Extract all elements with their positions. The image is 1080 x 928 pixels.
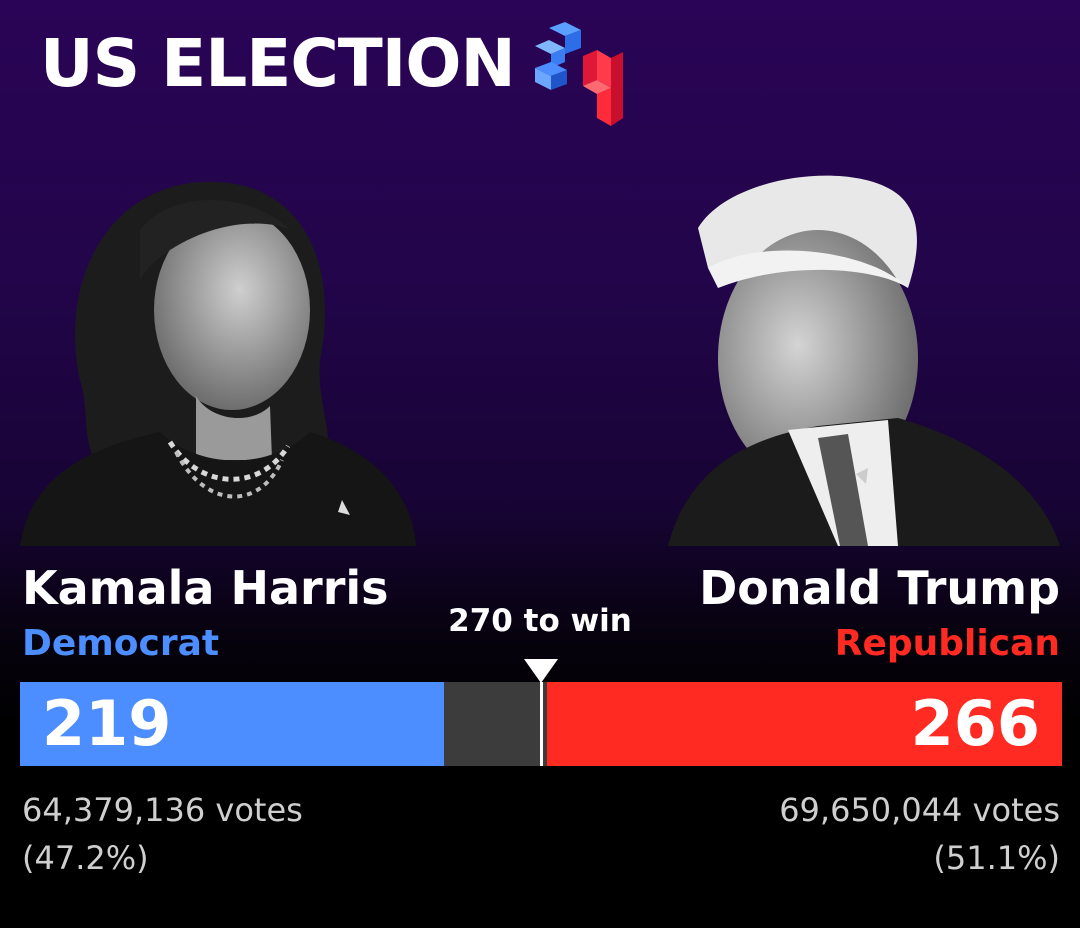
popular-vote-share-trump: (51.1%) bbox=[933, 839, 1060, 877]
party-label-republican: Republican bbox=[834, 623, 1060, 664]
popular-votes-trump: 69,650,044 votes (51.1%) bbox=[779, 786, 1060, 882]
party-label-democrat: Democrat bbox=[22, 623, 220, 664]
win-threshold-label: 270 to win bbox=[448, 603, 632, 639]
election-24-logo-icon bbox=[534, 22, 623, 126]
header: US ELECTION bbox=[40, 22, 627, 126]
electoral-vote-bar bbox=[20, 682, 1062, 766]
popular-vote-share-harris: (47.2%) bbox=[22, 839, 149, 877]
portrait-harris-icon bbox=[20, 181, 416, 546]
electoral-votes-harris: 219 bbox=[42, 687, 172, 760]
portrait-trump-icon bbox=[668, 175, 1060, 546]
bar-segment-democrat bbox=[20, 682, 445, 766]
win-threshold-marker-icon bbox=[524, 659, 558, 683]
popular-vote-count-trump: 69,650,044 votes bbox=[779, 791, 1060, 829]
electoral-votes-trump: 266 bbox=[910, 687, 1040, 760]
popular-votes-harris: 64,379,136 votes (47.2%) bbox=[22, 786, 303, 882]
win-threshold-line bbox=[540, 682, 543, 766]
candidate-name-trump: Donald Trump bbox=[699, 561, 1060, 615]
bar-segment-republican bbox=[546, 682, 1062, 766]
page-title: US ELECTION bbox=[40, 25, 516, 102]
candidate-name-harris: Kamala Harris bbox=[22, 561, 389, 615]
popular-vote-count-harris: 64,379,136 votes bbox=[22, 791, 303, 829]
